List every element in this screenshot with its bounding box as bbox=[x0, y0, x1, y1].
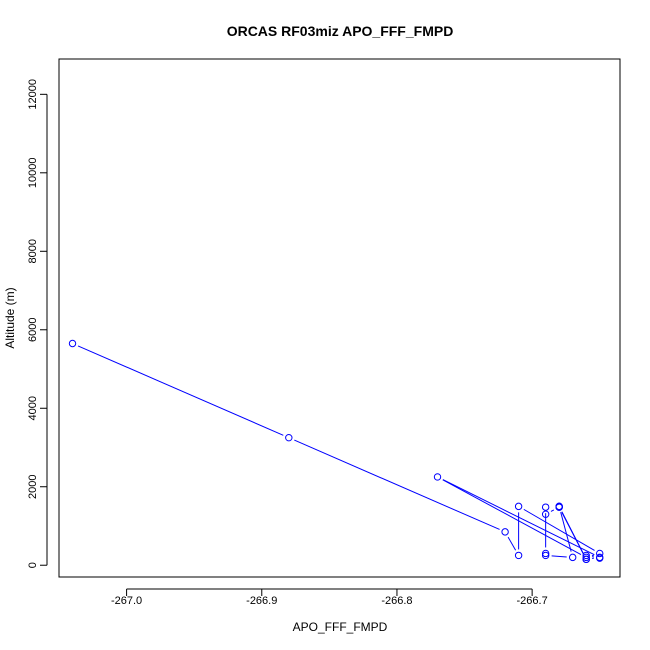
data-point bbox=[596, 549, 604, 558]
series-line-segment bbox=[591, 554, 595, 557]
data-point bbox=[541, 551, 550, 560]
y-axis: 0 2000 4000 6000 8000 10000 12000 bbox=[27, 79, 48, 568]
data-point bbox=[582, 553, 590, 562]
data-point bbox=[541, 510, 550, 518]
data-point bbox=[582, 551, 590, 560]
series-line-segment bbox=[560, 512, 572, 552]
y-tick-label: 8000 bbox=[27, 239, 39, 263]
x-tick-label: -266.9 bbox=[246, 595, 277, 607]
y-tick-label: 4000 bbox=[27, 396, 39, 420]
x-tick-label: -266.8 bbox=[381, 595, 412, 607]
series-line-segment bbox=[550, 509, 555, 512]
series-line-segment bbox=[561, 512, 584, 555]
data-point bbox=[501, 528, 509, 536]
series-line-segment bbox=[523, 508, 595, 551]
series-line-segment bbox=[77, 345, 284, 436]
x-tick-label: -267.0 bbox=[111, 595, 142, 607]
data-point bbox=[568, 553, 577, 562]
data-point bbox=[555, 503, 563, 511]
y-tick-label: 12000 bbox=[27, 79, 39, 110]
y-axis-label: Altitude (m) bbox=[3, 287, 17, 348]
data-point bbox=[596, 554, 604, 562]
x-axis-label: APO_FFF_FMPD bbox=[293, 620, 388, 634]
series-line-segment bbox=[507, 536, 517, 551]
y-tick-label: 10000 bbox=[27, 158, 39, 189]
series-line-segment bbox=[551, 555, 567, 558]
chart-title: ORCAS RF03miz APO_FFF_FMPD bbox=[227, 23, 454, 39]
data-point bbox=[541, 503, 550, 511]
data-point bbox=[514, 551, 523, 560]
data-point bbox=[68, 339, 77, 348]
x-tick-label: -266.7 bbox=[517, 595, 548, 607]
series-line-segment bbox=[442, 479, 582, 555]
data-point bbox=[582, 555, 590, 564]
y-tick-label: 0 bbox=[27, 562, 39, 568]
x-axis: -267.0 -266.9 -266.8 -266.7 bbox=[111, 588, 548, 607]
plot-frame bbox=[58, 58, 621, 578]
y-tick-label: 2000 bbox=[27, 475, 39, 499]
series-line-segment bbox=[294, 439, 500, 530]
data-point bbox=[514, 502, 523, 511]
data-point bbox=[541, 549, 550, 558]
data-point bbox=[433, 473, 442, 481]
y-tick-label: 6000 bbox=[27, 318, 39, 342]
data-point bbox=[285, 433, 293, 442]
series-layer bbox=[68, 339, 604, 564]
